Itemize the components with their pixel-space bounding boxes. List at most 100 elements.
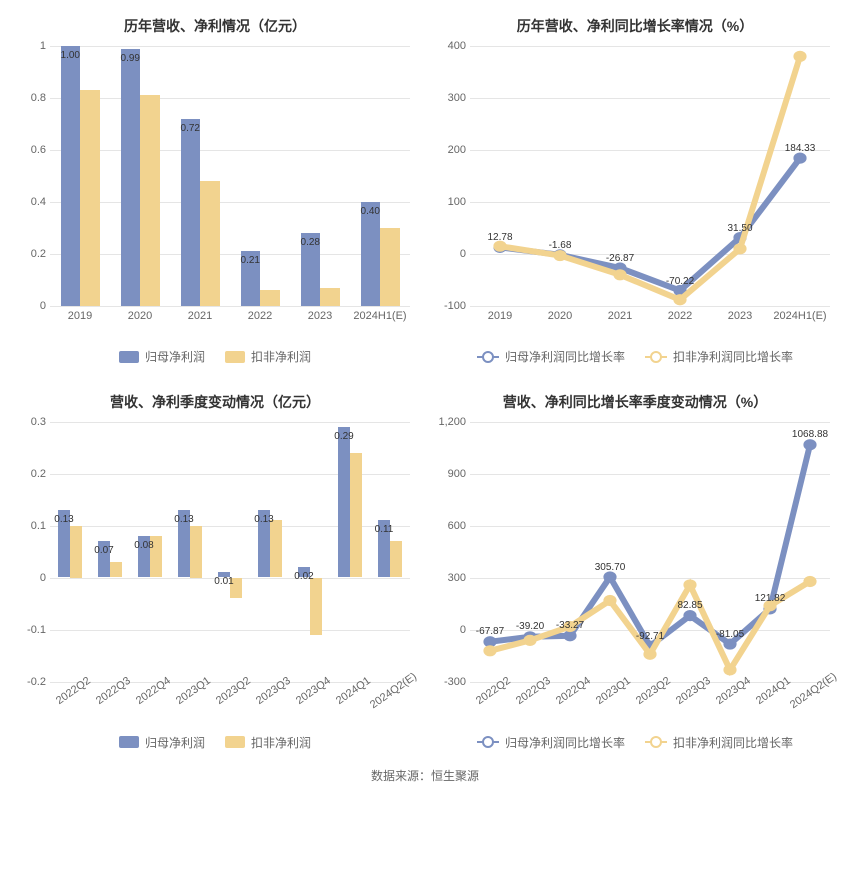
panel-quarterly-growth: 营收、净利同比增长率季度变动情况（%）-30003006009001,200-6… — [430, 386, 840, 752]
y-tick-label: -100 — [430, 300, 466, 312]
y-tick-label: 900 — [430, 468, 466, 480]
value-label: -67.87 — [476, 626, 504, 637]
line-point — [486, 648, 493, 653]
legend: 归母净利润同比增长率 扣非净利润同比增长率 — [430, 348, 840, 366]
y-tick-label: 300 — [430, 572, 466, 584]
lines-layer: -67.87-39.20-33.27305.70-92.7182.85-81.0… — [470, 422, 830, 682]
line-point — [616, 272, 623, 277]
line-point — [496, 244, 503, 249]
line-point — [606, 574, 613, 579]
value-label: -92.71 — [636, 631, 664, 642]
bar — [190, 526, 202, 578]
plot-area: -100010020030040012.78-1.68-26.87-70.223… — [430, 46, 840, 306]
legend-label: 扣非净利润同比增长率 — [673, 734, 793, 751]
value-label: -1.68 — [549, 240, 572, 251]
value-label: 0.99 — [121, 53, 140, 64]
y-tick-label: 0 — [430, 624, 466, 636]
line-point — [686, 613, 693, 618]
bar — [310, 578, 322, 635]
legend-swatch-icon — [119, 736, 139, 748]
bar — [70, 526, 82, 578]
legend-swatch-icon — [225, 736, 245, 748]
line-point — [606, 597, 613, 602]
bar — [140, 95, 160, 306]
y-tick-label: 200 — [430, 144, 466, 156]
value-label: 0.29 — [334, 431, 353, 442]
panel-annual-growth: 历年营收、净利同比增长率情况（%）-100010020030040012.78-… — [430, 10, 840, 376]
legend-marker-icon — [477, 736, 499, 748]
line-point — [676, 297, 683, 302]
value-label: 1.00 — [61, 50, 80, 61]
x-tick-label: 2021 — [188, 310, 212, 322]
data-source-label: 数据来源：恒生聚源 — [10, 767, 840, 784]
value-label: 0.72 — [181, 123, 200, 134]
x-tick-label: 2023 — [308, 310, 332, 322]
legend-item: 归母净利润同比增长率 — [477, 734, 625, 751]
bar — [61, 46, 81, 306]
bar — [361, 202, 381, 306]
chart-grid: 历年营收、净利情况（亿元）00.20.40.60.811.000.990.720… — [10, 10, 840, 751]
x-tick-label: 2024H1(E) — [773, 310, 826, 322]
y-tick-label: 600 — [430, 520, 466, 532]
value-label: 0.13 — [254, 514, 273, 525]
line-path — [500, 158, 800, 290]
plot-area: -0.2-0.100.10.20.30.130.070.080.130.010.… — [10, 422, 420, 682]
y-tick-label: -0.2 — [10, 676, 46, 688]
value-label: -70.22 — [666, 276, 694, 287]
value-label: -81.05 — [716, 629, 744, 640]
line-point — [486, 639, 493, 644]
value-label: 0.13 — [174, 514, 193, 525]
line-point — [806, 442, 813, 447]
legend-marker-icon — [645, 351, 667, 363]
line-point — [566, 633, 573, 638]
panel-annual-values: 历年营收、净利情况（亿元）00.20.40.60.811.000.990.720… — [10, 10, 420, 376]
value-label: 184.33 — [785, 143, 816, 154]
y-tick-label: 100 — [430, 196, 466, 208]
panel-quarterly-values: 营收、净利季度变动情况（亿元）-0.2-0.100.10.20.30.130.0… — [10, 386, 420, 752]
bar — [181, 119, 201, 306]
value-label: 0.02 — [294, 571, 313, 582]
value-label: 0.08 — [134, 540, 153, 551]
line-point — [796, 156, 803, 161]
y-tick-label: 0.8 — [10, 92, 46, 104]
bar — [200, 181, 220, 306]
plot-area: -30003006009001,200-67.87-39.20-33.27305… — [430, 422, 840, 682]
line-point — [726, 641, 733, 646]
line-point — [726, 667, 733, 672]
legend-item: 归母净利润同比增长率 — [477, 348, 625, 365]
x-axis: 2022Q22022Q32022Q42023Q12023Q22023Q32023… — [470, 682, 830, 724]
y-tick-label: 0.1 — [10, 520, 46, 532]
x-tick-label: 2019 — [68, 310, 92, 322]
legend-marker-icon — [477, 351, 499, 363]
legend: 归母净利润扣非净利润 — [10, 734, 420, 752]
legend: 归母净利润 扣非净利润 — [10, 348, 420, 366]
legend-label: 归母净利润同比增长率 — [505, 348, 625, 365]
y-tick-label: 300 — [430, 92, 466, 104]
lines-layer: 12.78-1.68-26.87-70.2231.50184.33 — [470, 46, 830, 306]
legend-label: 扣非净利润 — [251, 348, 311, 365]
plot-area: 00.20.40.60.811.000.990.720.210.280.40 — [10, 46, 420, 306]
value-label: 0.40 — [361, 206, 380, 217]
legend-item: 扣非净利润同比增长率 — [645, 348, 793, 365]
legend-label: 归母净利润 — [145, 348, 205, 365]
bar — [110, 562, 122, 578]
y-tick-label: 0 — [10, 572, 46, 584]
x-axis: 201920202021202220232024H1(E) — [50, 306, 410, 338]
legend-label: 扣非净利润同比增长率 — [673, 348, 793, 365]
value-label: 31.50 — [727, 223, 752, 234]
x-tick-label: 2019 — [488, 310, 512, 322]
y-tick-label: 1 — [10, 40, 46, 52]
x-tick-label: 2021 — [608, 310, 632, 322]
value-label: -33.27 — [556, 620, 584, 631]
y-tick-label: -300 — [430, 676, 466, 688]
y-tick-label: 0.2 — [10, 248, 46, 260]
x-tick-label: 2022 — [668, 310, 692, 322]
value-label: 0.21 — [241, 255, 260, 266]
chart-title: 历年营收、净利同比增长率情况（%） — [430, 16, 840, 36]
x-tick-label: 2020 — [548, 310, 572, 322]
chart-title: 历年营收、净利情况（亿元） — [10, 16, 420, 36]
bars-layer: 1.000.990.720.210.280.40 — [50, 46, 410, 306]
x-axis: 201920202021202220232024H1(E) — [470, 306, 830, 338]
line-point — [646, 651, 653, 656]
legend-label: 归母净利润 — [145, 734, 205, 751]
